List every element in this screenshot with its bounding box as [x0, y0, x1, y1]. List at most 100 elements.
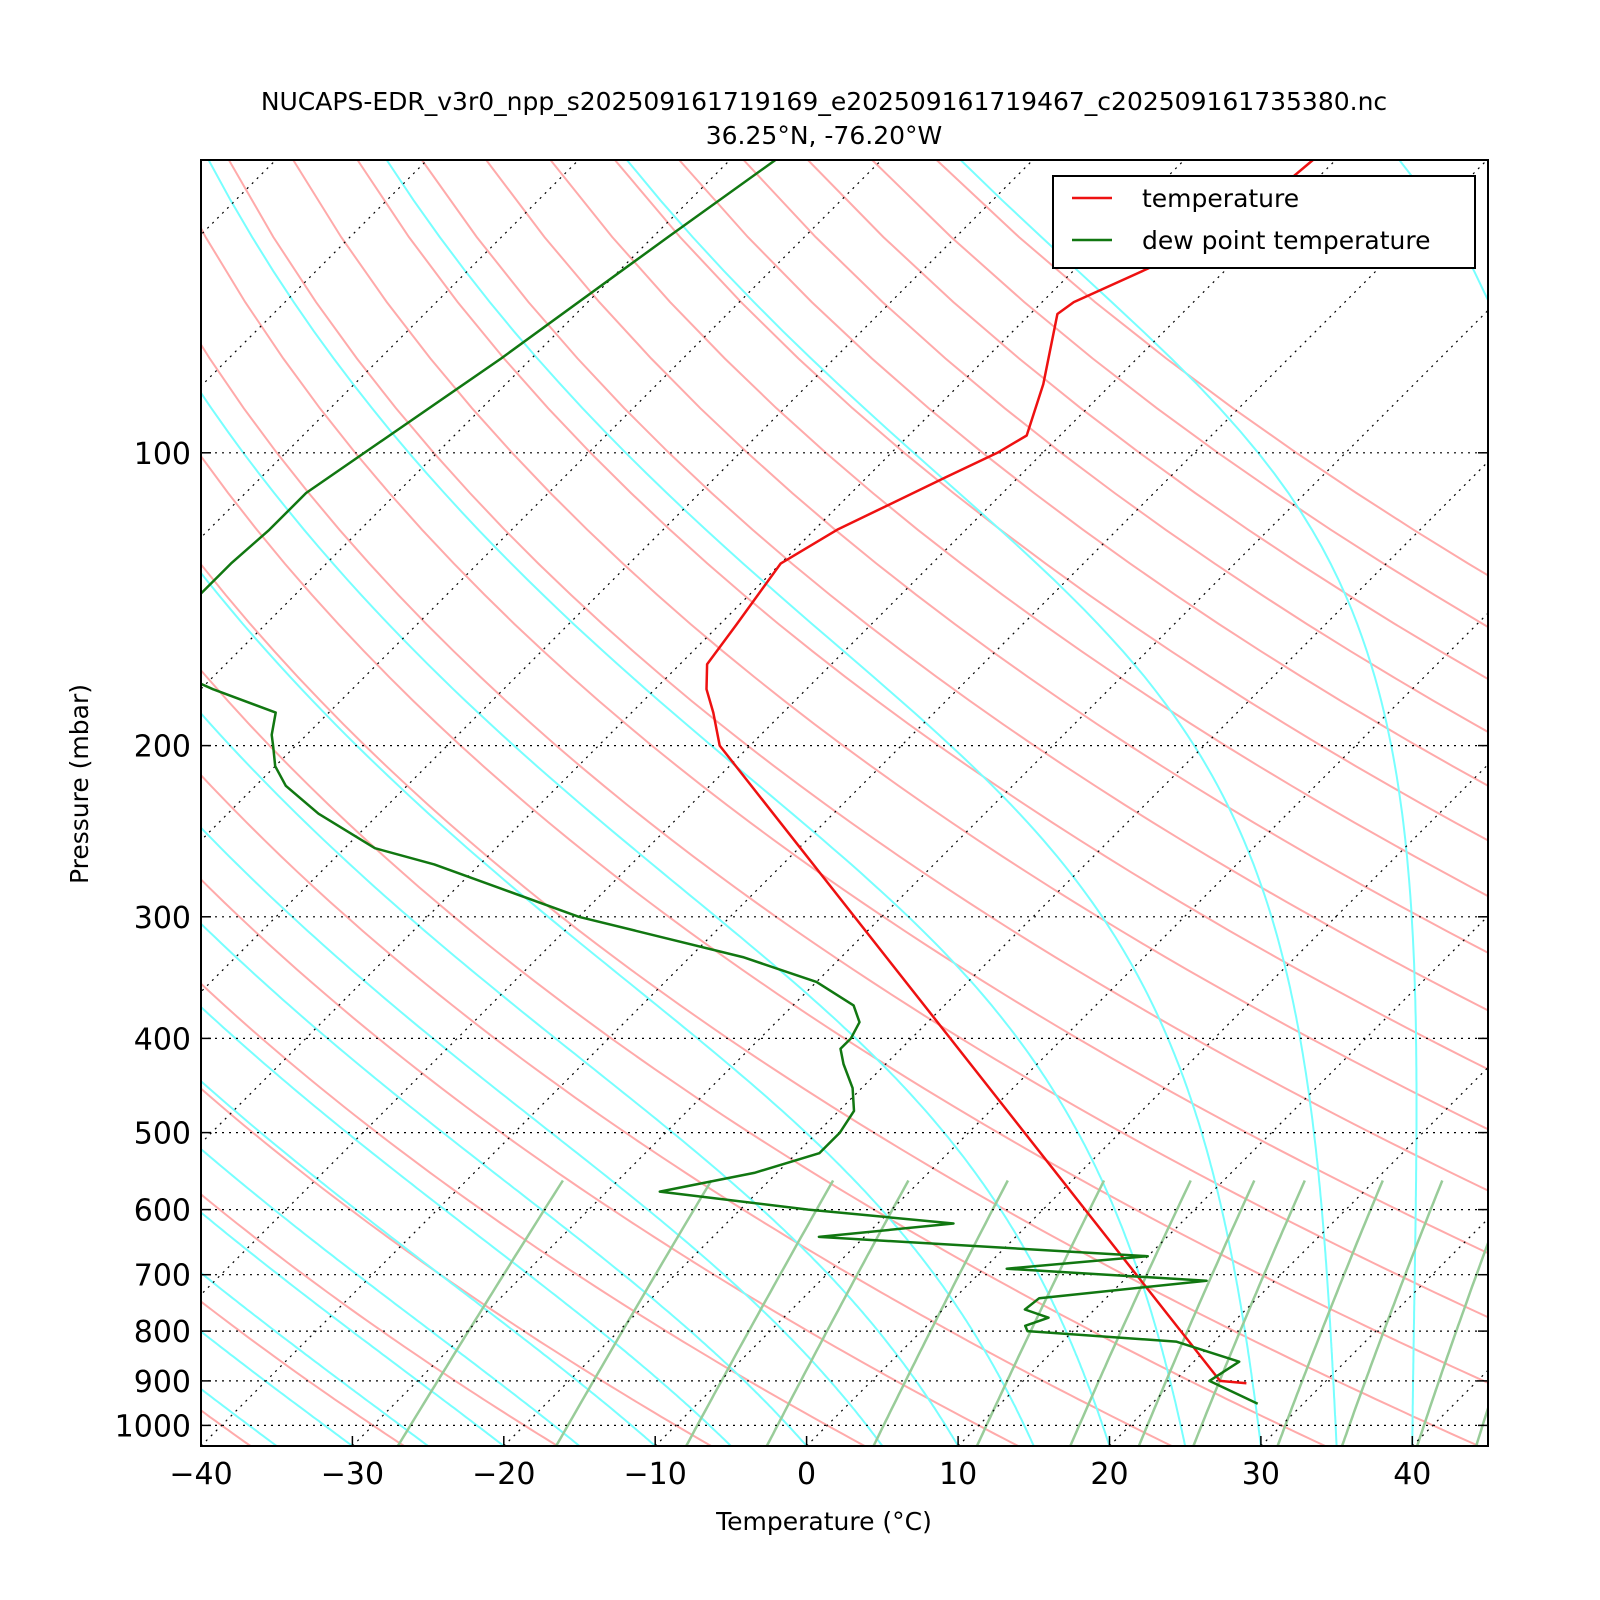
isotherm-line — [0, 160, 124, 1446]
isotherm-line — [201, 160, 1488, 1446]
x-tick-label: −30 — [321, 1457, 384, 1492]
isotherm-line — [201, 160, 1185, 1145]
moist-adiabat-line — [201, 826, 884, 1446]
y-tick-label: 400 — [134, 1022, 191, 1057]
moist-adiabat-line — [201, 1330, 353, 1446]
mixing-ratio-line — [1137, 1179, 1256, 1446]
isotherm-line — [201, 160, 277, 236]
x-tick-label: −20 — [472, 1457, 535, 1492]
x-tick-label: 30 — [1242, 1457, 1280, 1492]
dewpoint-line — [201, 160, 1259, 1405]
moist-adiabat-line — [201, 1387, 278, 1446]
isotherm-line — [201, 160, 882, 842]
dry-adiabat-line — [614, 160, 1488, 842]
dry-adiabat-line — [742, 160, 1488, 734]
y-tick-label: 800 — [134, 1315, 191, 1350]
mixing-ratio-line — [396, 1179, 564, 1446]
dry-adiabat-line — [201, 1087, 712, 1446]
dry-adiabat-line — [807, 160, 1488, 681]
isotherm-line — [1260, 1218, 1488, 1446]
mixing-ratio-line — [1192, 1179, 1306, 1446]
moist-adiabat-line — [201, 922, 808, 1446]
dry-adiabat-line — [871, 160, 1488, 629]
x-axis-label: Temperature (°C) — [715, 1507, 932, 1536]
dry-adiabat-line — [421, 160, 1488, 1012]
mixing-ratio-line — [1340, 1180, 1444, 1446]
plot-area — [0, 160, 1600, 1446]
y-tick-label: 900 — [134, 1365, 191, 1400]
isotherm-line — [957, 915, 1488, 1446]
moist-adiabats — [201, 160, 1600, 1446]
y-tick-label: 300 — [134, 901, 191, 936]
dry-adiabat-line — [201, 1409, 252, 1446]
x-tick-label: 0 — [797, 1457, 816, 1492]
dry-adiabat-line — [201, 878, 1019, 1446]
legend: temperature dew point temperature — [1052, 175, 1476, 269]
legend-label-temperature: temperature — [1142, 184, 1299, 213]
isotherm-line — [201, 160, 1337, 1296]
moist-adiabat-line — [201, 1444, 202, 1446]
plot-frame — [200, 159, 1489, 1447]
mixing-ratio-line — [765, 1179, 910, 1446]
moist-adiabat-line — [201, 1271, 429, 1446]
dry-adiabat-line — [201, 562, 1480, 1446]
y-tick-label: 700 — [134, 1259, 191, 1294]
moist-adiabat-line — [1564, 160, 1600, 1446]
dry-adiabat-line — [485, 160, 1488, 954]
y-axis-label: Pressure (mbar) — [65, 684, 94, 884]
moist-adiabat-line — [201, 1211, 505, 1446]
isotherms — [0, 160, 1600, 1446]
pressure-gridlines — [201, 452, 1488, 1427]
x-tick-label: 40 — [1393, 1457, 1431, 1492]
mixing-ratio-line — [1276, 1180, 1384, 1446]
mixing-ratio-line — [1475, 1404, 1488, 1446]
moist-adiabat-line — [959, 160, 1418, 1446]
dry-adiabat-line — [201, 668, 1326, 1446]
dry-adiabat-line — [201, 342, 1488, 1319]
temperature-line — [705, 160, 1314, 1385]
y-tick-label: 200 — [134, 730, 191, 765]
dry-adiabat-line — [201, 773, 1173, 1446]
mixing-ratio-line — [872, 1179, 1009, 1446]
dry-adiabat-line — [228, 160, 1488, 1192]
y-tick-label: 1000 — [115, 1409, 191, 1444]
isotherm-line — [1564, 160, 1600, 1446]
dry-adiabat-line — [678, 160, 1488, 787]
dry-adiabat-line — [292, 160, 1488, 1131]
x-tick-label: −40 — [169, 1457, 232, 1492]
chart-subtitle: 36.25°N, -76.20°W — [706, 121, 942, 150]
y-tick-label: 500 — [134, 1117, 191, 1152]
mixing-ratio-line — [975, 1179, 1106, 1446]
dry-adiabat-line — [201, 454, 1488, 1384]
y-tick-label: 100 — [134, 437, 191, 472]
x-tick-label: −10 — [624, 1457, 687, 1492]
dry-adiabat-line — [201, 982, 866, 1446]
data-series — [201, 160, 1314, 1405]
x-tick-label: 10 — [939, 1457, 977, 1492]
isotherm-line — [1411, 1369, 1488, 1446]
mixing-ratio-line — [685, 1179, 835, 1446]
isotherm-line — [201, 160, 731, 690]
legend-label-dewpoint: dew point temperature — [1142, 226, 1431, 255]
y-tick-label: 600 — [134, 1194, 191, 1229]
mixing-ratio-lines — [396, 1179, 1488, 1446]
moist-adiabat-line — [385, 160, 1262, 1446]
dry-adiabat-line — [935, 160, 1488, 577]
legend-box — [1052, 175, 1476, 269]
moist-adiabat-line — [201, 1005, 732, 1446]
moist-adiabat-line — [626, 160, 1338, 1446]
dry-adiabat-line — [201, 226, 1488, 1255]
moist-adiabat-line — [201, 1079, 656, 1446]
moist-adiabat-line — [201, 571, 1035, 1446]
moist-adiabat-line — [207, 160, 1187, 1446]
dry-adiabat-line — [201, 1300, 405, 1446]
x-tick-label: 20 — [1090, 1457, 1128, 1492]
y-axis-ticks: 100 200 300 400 500 600 700 800 900 1000 — [115, 437, 1488, 1444]
dry-adiabat-line — [549, 160, 1488, 898]
mixing-ratio-line — [1069, 1179, 1192, 1446]
isotherm-line — [806, 763, 1488, 1446]
chart-title: NUCAPS-EDR_v3r0_npp_s202509161719169_e20… — [261, 87, 1387, 116]
dry-adiabats — [201, 160, 1488, 1446]
x-axis-ticks: −40 −30 −20 −10 0 10 20 30 40 — [169, 1436, 1431, 1492]
